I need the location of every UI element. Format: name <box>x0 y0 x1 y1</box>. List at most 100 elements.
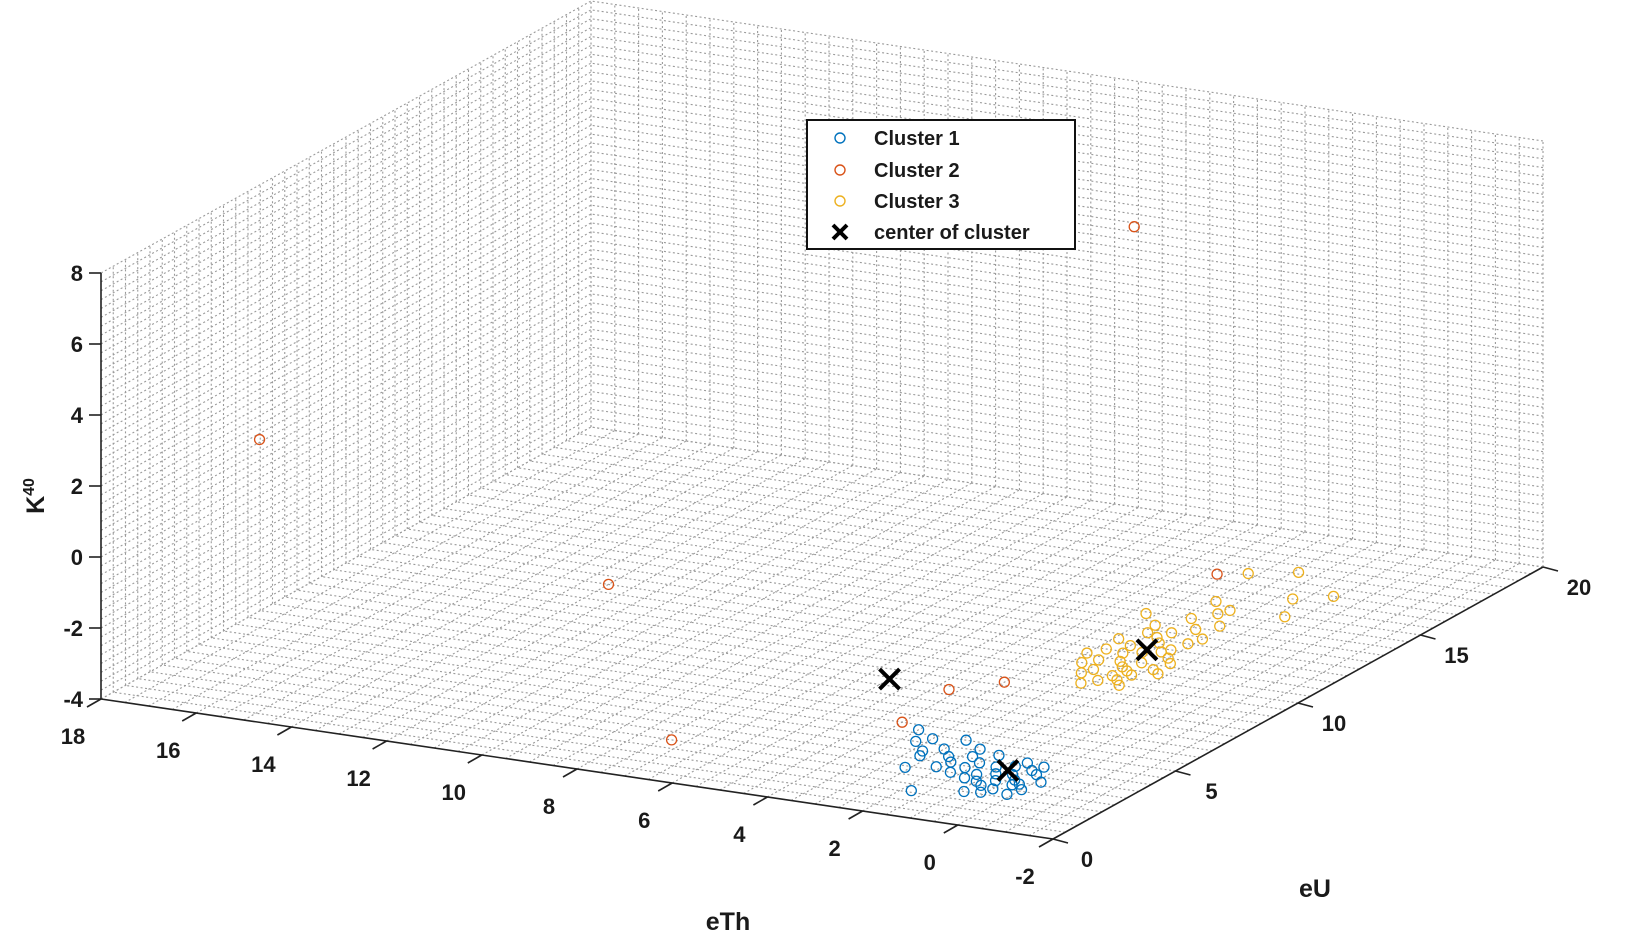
grid-line <box>100 417 592 691</box>
point-cluster-3 <box>1140 607 1152 620</box>
grid-line <box>100 169 592 443</box>
grid-line <box>590 382 1544 524</box>
point-cluster-1 <box>910 735 922 748</box>
point-cluster-1 <box>990 768 1002 780</box>
grid-line <box>100 18 592 292</box>
z-tick-label: 6 <box>71 332 83 357</box>
point-cluster-3 <box>1224 604 1236 617</box>
grid-line <box>100 195 592 469</box>
point-cluster-3 <box>1292 566 1305 578</box>
grid-line <box>386 468 877 742</box>
x-tick <box>1038 838 1054 848</box>
grid-line <box>186 650 1139 792</box>
point-cluster-3 <box>1190 623 1202 636</box>
grid-line <box>590 151 1544 293</box>
grid-line <box>554 446 1507 588</box>
grid-line <box>433 475 925 749</box>
grid-line <box>590 44 1544 186</box>
grid-line <box>590 302 1544 444</box>
grid-line <box>590 311 1544 453</box>
grid-line <box>149 671 1103 813</box>
grid-line <box>590 106 1544 249</box>
x-tick <box>943 824 959 834</box>
grid-line <box>100 399 592 673</box>
point-cluster-3 <box>1076 656 1088 669</box>
point-cluster-1 <box>975 779 987 792</box>
point-cluster-2 <box>253 433 266 446</box>
grid-line <box>590 115 1544 257</box>
point-cluster-3 <box>1162 652 1174 664</box>
point-cluster-3 <box>1075 667 1087 679</box>
point-cluster-1 <box>970 768 983 781</box>
grid-line <box>1005 559 1496 833</box>
point-cluster-3 <box>1164 657 1176 670</box>
grid-line <box>590 319 1544 462</box>
grid-line <box>719 517 1211 791</box>
point-cluster-3 <box>1075 677 1087 689</box>
grid-line <box>309 582 1262 724</box>
grid-line <box>590 373 1544 515</box>
grid-line <box>100 204 592 478</box>
point-cluster-1 <box>987 783 999 795</box>
grid-line <box>100 257 592 531</box>
grid-line <box>100 320 592 593</box>
grid-line <box>100 382 592 656</box>
x-tick <box>753 796 768 806</box>
point-cluster-1 <box>938 743 950 755</box>
legend-box <box>806 119 1076 250</box>
grid-line <box>100 231 592 505</box>
grid-line <box>590 231 1544 373</box>
grid-line <box>671 510 1163 784</box>
z-tick-label: 2 <box>71 474 83 499</box>
point-cluster-1 <box>974 743 986 755</box>
point-cluster-1 <box>916 745 929 757</box>
center-mark-stroke <box>1135 638 1159 662</box>
point-cluster-3 <box>1114 655 1126 668</box>
grid-line <box>517 467 1470 609</box>
z-tick-label: 4 <box>71 403 84 428</box>
point-cluster-2 <box>943 683 955 696</box>
grid-line <box>590 275 1544 417</box>
x-tick <box>181 712 197 722</box>
grid-line <box>590 293 1544 435</box>
point-cluster-1 <box>899 761 911 774</box>
z-tick-label: -4 <box>63 687 83 712</box>
point-cluster-3 <box>1113 633 1125 645</box>
point-cluster-2 <box>1128 221 1140 233</box>
y-tick-label: 5 <box>1205 779 1217 804</box>
grid-line <box>505 486 996 759</box>
grid-line <box>100 62 592 336</box>
grid-line <box>100 107 592 380</box>
point-cluster-3 <box>1182 638 1194 650</box>
point-cluster-1 <box>1001 788 1013 801</box>
grid-line <box>260 610 1213 752</box>
x-tick <box>848 810 863 820</box>
grid-line <box>100 328 592 602</box>
grid-line <box>100 391 592 664</box>
legend: Cluster 1 Cluster 2 Cluster 3 center of … <box>806 119 1076 250</box>
grid-line <box>743 521 1234 794</box>
x-tick <box>657 782 673 792</box>
grid-line <box>100 53 592 327</box>
point-cluster-3 <box>1117 647 1129 659</box>
grid-line <box>590 98 1544 240</box>
point-cluster-1 <box>944 766 957 778</box>
grid-line <box>590 160 1544 302</box>
point-cluster-2 <box>602 578 615 591</box>
center-mark-stroke <box>878 667 901 691</box>
grid-line <box>100 27 592 301</box>
grid-line <box>590 177 1544 320</box>
point-cluster-3 <box>1279 611 1291 623</box>
point-cluster-3 <box>1212 608 1224 620</box>
grid-line <box>172 437 663 710</box>
x-tick-label: 14 <box>251 752 276 777</box>
point-cluster-2 <box>896 716 908 728</box>
grid-line <box>457 479 949 752</box>
x-tick-label: 8 <box>543 794 555 819</box>
grid-line <box>590 399 1544 541</box>
grid-line <box>590 89 1544 231</box>
y-tick <box>1420 634 1436 640</box>
legend-label-cluster-3: Cluster 3 <box>874 191 960 213</box>
point-cluster-3 <box>1092 654 1105 666</box>
point-cluster-1 <box>1038 761 1050 773</box>
